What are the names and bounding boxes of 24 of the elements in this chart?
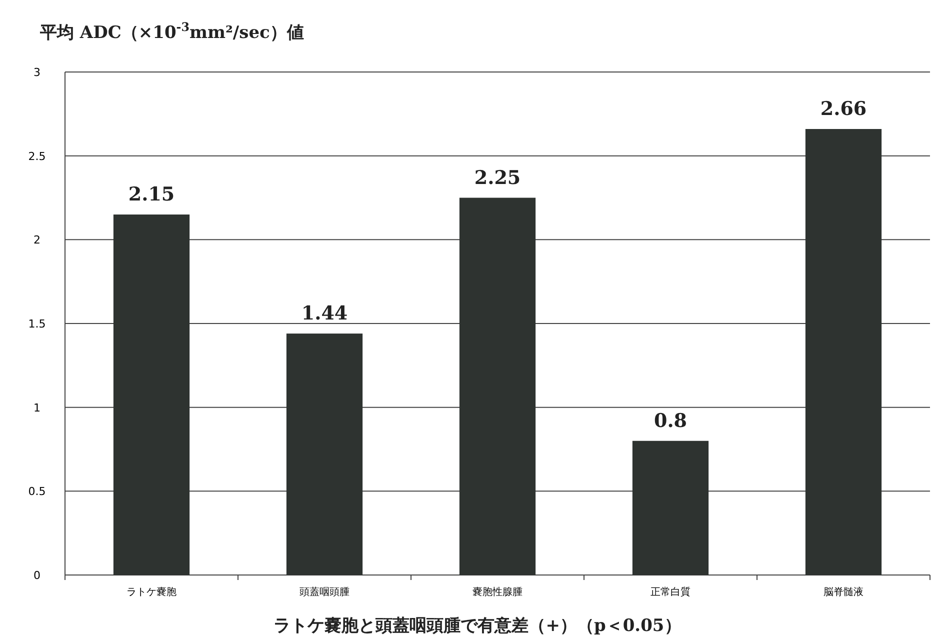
data-label: 1.44 bbox=[301, 302, 348, 325]
x-tick-label: 頭蓋咽頭腫 bbox=[300, 586, 350, 598]
data-label: 2.15 bbox=[128, 184, 175, 206]
bar bbox=[113, 214, 190, 575]
bar bbox=[632, 440, 709, 575]
x-tick-label: 脳脊髄液 bbox=[824, 586, 864, 598]
chart-title: 平均 ADC（×10$^{-3}$mm²/sec）値 bbox=[39, 20, 304, 43]
text: ラトケ嚢胞と頭蓋咽頭腫で有意差（+）（p＜0.05） bbox=[274, 616, 682, 636]
y-tick-label: 0.5 bbox=[28, 485, 46, 498]
y-tick-label: 1 bbox=[34, 401, 40, 414]
y-tick-label: 1.5 bbox=[28, 318, 46, 330]
y-tick-label: 2.5 bbox=[28, 150, 46, 163]
x-tick-label: ラトケ嚢胞 bbox=[126, 586, 176, 598]
data-label: 2.25 bbox=[474, 166, 521, 189]
y-tick-label: 0 bbox=[34, 569, 40, 582]
bar bbox=[286, 334, 363, 575]
y-tick-label: 3 bbox=[34, 66, 40, 79]
y-tick-label: 2 bbox=[34, 234, 40, 247]
data-label: 2.66 bbox=[820, 98, 867, 120]
bar bbox=[459, 198, 536, 575]
x-tick-label: 正常白質 bbox=[650, 586, 690, 598]
x-tick-label: 嚢胞性腺腫 bbox=[472, 586, 522, 598]
bar bbox=[805, 129, 882, 575]
data-label: 0.8 bbox=[654, 410, 688, 432]
